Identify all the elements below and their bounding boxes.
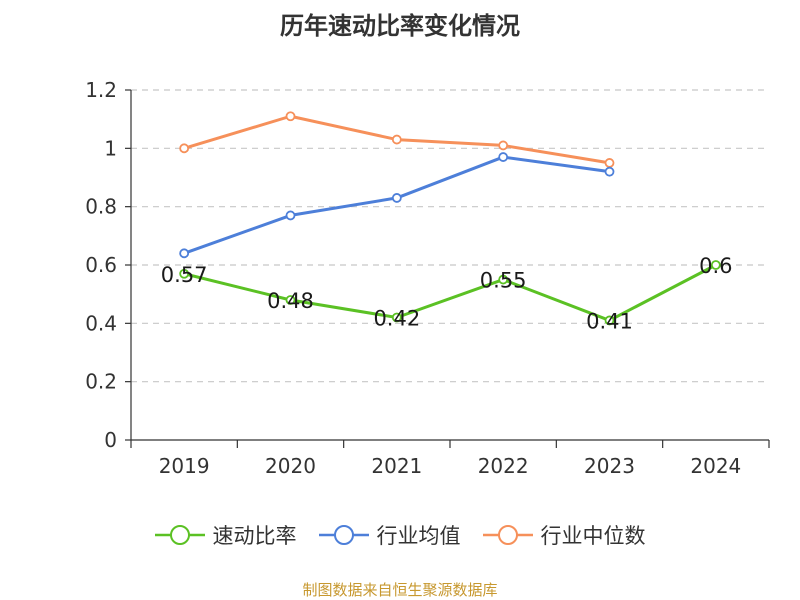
data-source-note: 制图数据来自恒生聚源数据库: [302, 581, 498, 599]
data-point[interactable]: [285, 295, 296, 305]
grid-lines: [131, 89, 769, 383]
y-tick-label: 1: [104, 136, 117, 160]
data-label: 0.41: [586, 309, 633, 333]
data-point[interactable]: [179, 143, 190, 154]
chart-title: 历年速动比率变化情况: [280, 12, 520, 40]
x-tick-label: 2022: [478, 454, 529, 478]
legend-line-marker-icon: [482, 525, 533, 545]
legend-line-marker-icon: [318, 525, 369, 545]
data-point[interactable]: [604, 166, 615, 177]
y-tick-label: 0.2: [85, 370, 117, 394]
data-label: 0.42: [373, 307, 420, 331]
legend-item-series-0[interactable]: 速动比率: [154, 520, 297, 550]
data-point[interactable]: [498, 140, 509, 151]
data-labels: 0.57 0.48 0.42 0.55 0.41 0.6: [161, 254, 733, 333]
axes: 0 0.2 0.4 0.6 0.8 1 1.2 2019 2020 2021 2022 2023 202…: [85, 78, 770, 478]
data-point[interactable]: [285, 111, 296, 122]
y-tick-label: 0.8: [85, 195, 117, 219]
series-line-1: [183, 155, 610, 255]
x-tick-label: 2021: [371, 454, 422, 478]
legend-line-marker-icon: [154, 525, 205, 545]
data-point[interactable]: [498, 274, 509, 285]
data-point[interactable]: [710, 260, 721, 270]
y-tick-label: 1.2: [85, 78, 117, 102]
data-point[interactable]: [604, 315, 615, 326]
data-point[interactable]: [285, 210, 296, 221]
data-point[interactable]: [391, 193, 402, 203]
data-point[interactable]: [179, 248, 190, 259]
y-tick-label: 0.4: [85, 311, 117, 335]
legend: 速动比率 行业均值 行业中位数: [0, 520, 800, 550]
series-line-0: [183, 263, 717, 322]
x-tick-label: 2024: [690, 454, 741, 478]
data-label: 0.48: [267, 289, 314, 313]
series-lines: [179, 111, 721, 326]
data-point[interactable]: [391, 312, 402, 323]
x-tick-label: 2019: [159, 454, 210, 478]
y-tick-label: 0.6: [85, 253, 117, 277]
data-point[interactable]: [498, 152, 509, 162]
legend-marker: [497, 525, 518, 545]
legend-label: 行业中位数: [540, 524, 646, 548]
data-label: 0.57: [161, 263, 208, 287]
data-point[interactable]: [604, 158, 615, 168]
legend-item-series-2[interactable]: 行业中位数: [482, 520, 646, 550]
x-tick-label: 2023: [584, 454, 635, 478]
legend-label: 速动比率: [212, 524, 297, 548]
y-tick-label: 0: [104, 428, 117, 452]
legend-label: 行业均值: [376, 524, 461, 548]
data-point[interactable]: [179, 268, 190, 279]
data-label: 0.6: [699, 254, 732, 278]
data-label: 0.55: [480, 269, 527, 293]
x-tick-label: 2020: [265, 454, 316, 478]
legend-item-series-1[interactable]: 行业均值: [318, 520, 461, 550]
legend-marker: [333, 525, 354, 545]
data-point[interactable]: [391, 134, 402, 145]
legend-marker: [169, 525, 190, 545]
